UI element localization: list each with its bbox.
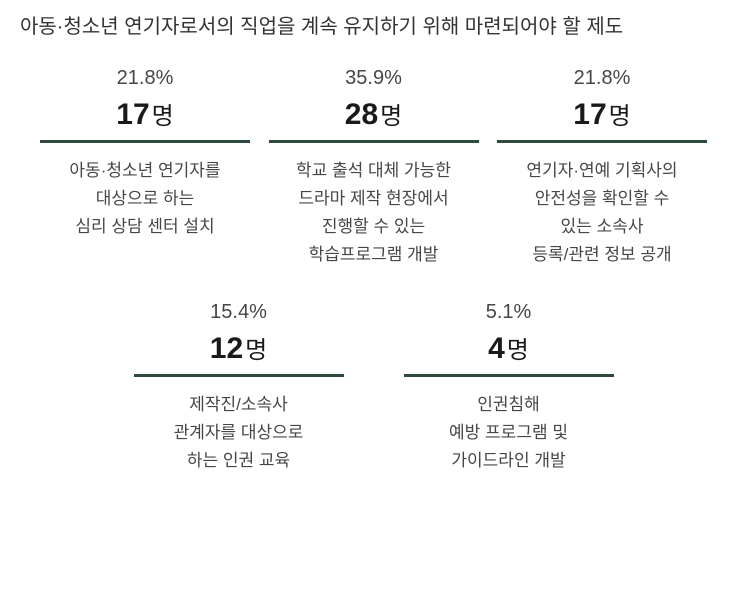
stat-item-1: 35.9% 28 명 학교 출석 대체 가능한 드라마 제작 현장에서 진행할 …	[269, 67, 479, 269]
desc-line: 진행할 수 있는	[322, 217, 425, 236]
desc-line: 예방 프로그램 및	[449, 423, 568, 442]
desc-line: 드라마 제작 현장에서	[298, 189, 448, 208]
stat-divider	[497, 140, 707, 143]
desc-line: 대상으로 하는	[96, 189, 195, 208]
stats-row-2: 15.4% 12 명 제작진/소속사 관계자를 대상으로 하는 인권 교육 5.…	[20, 301, 727, 475]
stat-count: 4	[488, 332, 505, 366]
desc-line: 제작진/소속사	[189, 395, 288, 414]
stat-percent: 5.1%	[486, 301, 532, 324]
stat-desc: 인권침해 예방 프로그램 및 가이드라인 개발	[449, 391, 568, 475]
stat-count: 17	[573, 98, 606, 132]
stat-unit: 명	[152, 96, 174, 131]
stat-unit: 명	[245, 330, 267, 365]
stat-item-2: 21.8% 17 명 연기자·연예 기획사의 안전성을 확인할 수 있는 소속사…	[497, 67, 707, 269]
stat-count: 28	[345, 98, 378, 132]
stats-row-1: 21.8% 17 명 아동·청소년 연기자를 대상으로 하는 심리 상담 센터 …	[20, 67, 727, 269]
desc-line: 학교 출석 대체 가능한	[296, 161, 451, 180]
stat-percent: 35.9%	[345, 67, 402, 90]
stat-divider	[40, 140, 250, 143]
stat-divider	[404, 374, 614, 377]
stat-count-row: 17 명	[573, 96, 630, 132]
desc-line: 관계자를 대상으로	[174, 423, 304, 442]
desc-line: 인권침해	[477, 395, 540, 414]
stat-count: 12	[210, 332, 243, 366]
stat-item-4: 5.1% 4 명 인권침해 예방 프로그램 및 가이드라인 개발	[404, 301, 614, 475]
stat-count-row: 12 명	[210, 330, 267, 366]
desc-line: 등록/관련 정보 공개	[532, 245, 671, 264]
desc-line: 연기자·연예 기획사의	[526, 161, 677, 180]
stat-divider	[134, 374, 344, 377]
stat-item-3: 15.4% 12 명 제작진/소속사 관계자를 대상으로 하는 인권 교육	[134, 301, 344, 475]
desc-line: 하는 인권 교육	[187, 451, 290, 470]
stat-count-row: 4 명	[488, 330, 529, 366]
stat-divider	[269, 140, 479, 143]
desc-line: 아동·청소년 연기자를	[69, 161, 220, 180]
desc-line: 있는 소속사	[561, 217, 644, 236]
stat-percent: 21.8%	[117, 67, 174, 90]
desc-line: 가이드라인 개발	[451, 451, 565, 470]
stat-desc: 아동·청소년 연기자를 대상으로 하는 심리 상담 센터 설치	[69, 157, 220, 241]
stat-unit: 명	[609, 96, 631, 131]
stat-desc: 제작진/소속사 관계자를 대상으로 하는 인권 교육	[174, 391, 304, 475]
stat-desc: 연기자·연예 기획사의 안전성을 확인할 수 있는 소속사 등록/관련 정보 공…	[526, 157, 677, 269]
stat-item-0: 21.8% 17 명 아동·청소년 연기자를 대상으로 하는 심리 상담 센터 …	[40, 67, 250, 269]
stat-unit: 명	[380, 96, 402, 131]
stat-unit: 명	[507, 330, 529, 365]
stat-desc: 학교 출석 대체 가능한 드라마 제작 현장에서 진행할 수 있는 학습프로그램…	[296, 157, 451, 269]
stat-percent: 15.4%	[210, 301, 267, 324]
stat-count: 17	[116, 98, 149, 132]
stat-count-row: 28 명	[345, 96, 402, 132]
desc-line: 안전성을 확인할 수	[535, 189, 670, 208]
stat-count-row: 17 명	[116, 96, 173, 132]
infographic-title: 아동·청소년 연기자로서의 직업을 계속 유지하기 위해 마련되어야 할 제도	[20, 10, 727, 39]
desc-line: 심리 상담 센터 설치	[75, 217, 214, 236]
desc-line: 학습프로그램 개발	[309, 245, 439, 264]
stat-percent: 21.8%	[574, 67, 631, 90]
